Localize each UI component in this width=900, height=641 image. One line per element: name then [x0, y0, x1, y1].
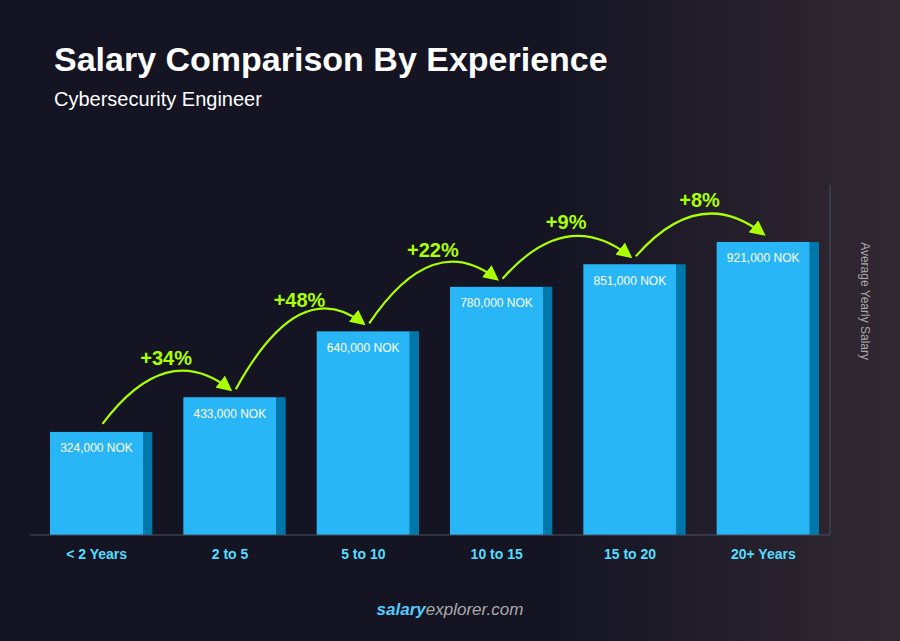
html-text:Cybersecurity Engineer: Cybersecurity Engineer [54, 88, 262, 110]
svg-text:10 to 15: 10 to 15 [471, 546, 523, 562]
svg-text:+48%: +48% [274, 289, 326, 311]
svg-text:780,000 NOK: 780,000 NOK [460, 296, 533, 310]
svg-text:+34%: +34% [140, 347, 192, 369]
svg-text:+9%: +9% [546, 211, 587, 233]
svg-text:5 to 10: 5 to 10 [341, 546, 386, 562]
html-text:salary explorer.com: salary explorer.com [376, 600, 524, 619]
svg-text:20+ Years: 20+ Years [731, 546, 796, 562]
svg-text:324,000 NOK: 324,000 NOK [60, 441, 133, 455]
svg-text:Average Yearly Salary: Average Yearly Salary [858, 242, 872, 360]
svg-text:+8%: +8% [679, 189, 720, 211]
svg-text:851,000 NOK: 851,000 NOK [593, 274, 666, 288]
svg-text:433,000 NOK: 433,000 NOK [193, 407, 266, 421]
svg-text:921,000 NOK: 921,000 NOK [727, 251, 800, 265]
svg-text:640,000 NOK: 640,000 NOK [327, 341, 400, 355]
html-text:Salary Comparison By Experienc: Salary Comparison By Experience [54, 40, 608, 78]
svg-text:15 to 20: 15 to 20 [604, 546, 656, 562]
svg-text:< 2 Years: < 2 Years [66, 546, 127, 562]
svg-text:2 to 5: 2 to 5 [212, 546, 249, 562]
svg-text:+22%: +22% [407, 239, 459, 261]
